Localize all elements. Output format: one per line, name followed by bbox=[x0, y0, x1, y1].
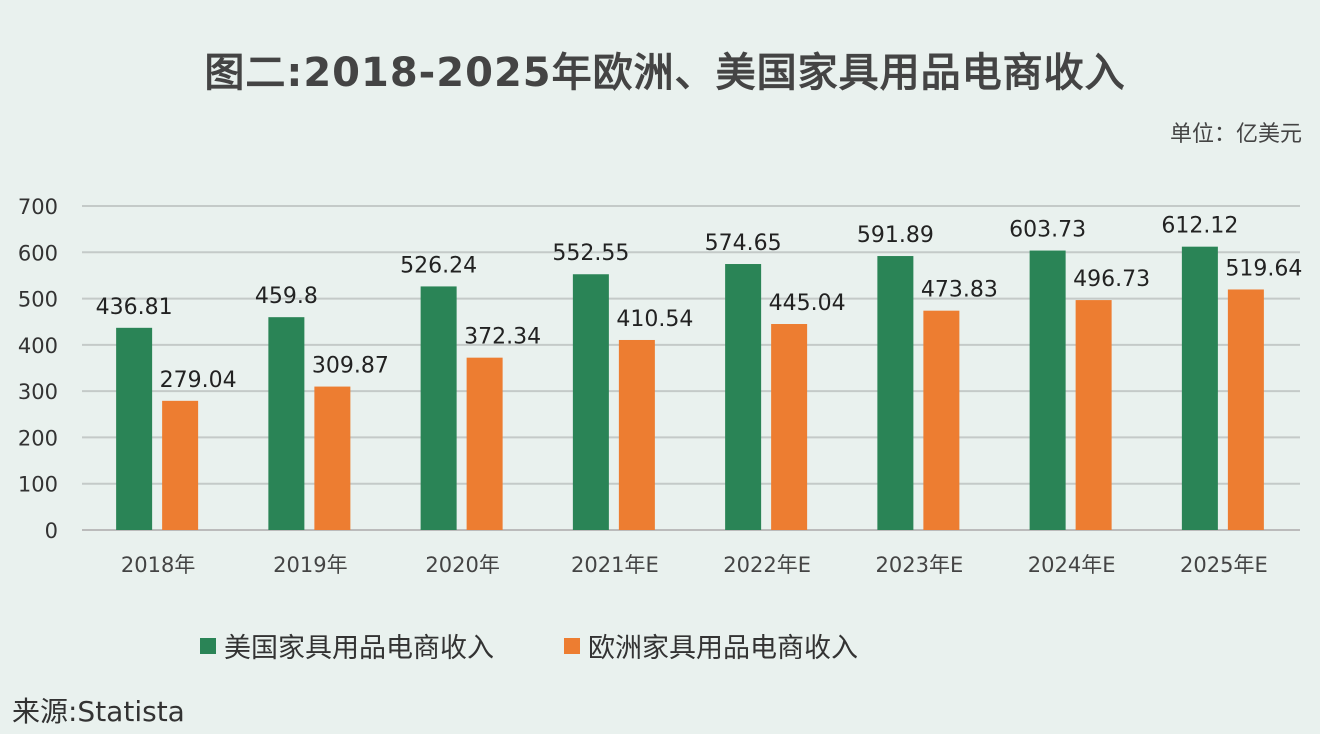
legend-label-us: 美国家具用品电商收入 bbox=[224, 633, 494, 664]
bar-us bbox=[268, 317, 305, 530]
data-label-us: 552.55 bbox=[552, 241, 629, 266]
legend-label-eu: 欧洲家具用品电商收入 bbox=[588, 633, 858, 664]
data-label-eu: 410.54 bbox=[616, 307, 693, 332]
bar-us bbox=[1181, 246, 1218, 530]
x-tick-label: 2025年E bbox=[1180, 553, 1268, 577]
x-tick-label: 2020年 bbox=[425, 553, 499, 577]
data-label-us: 612.12 bbox=[1161, 214, 1238, 239]
data-label-us: 603.73 bbox=[1009, 218, 1086, 243]
data-label-us: 459.8 bbox=[255, 284, 318, 309]
legend-item-us: 美国家具用品电商收入 bbox=[200, 626, 494, 665]
legend-item-eu: 欧洲家具用品电商收入 bbox=[564, 626, 858, 665]
data-label-eu: 496.73 bbox=[1073, 267, 1150, 292]
bar-eu bbox=[1075, 300, 1112, 530]
y-tick-label: 300 bbox=[18, 380, 58, 404]
bar-eu bbox=[618, 339, 655, 530]
data-label-us: 526.24 bbox=[400, 253, 477, 278]
x-tick-label: 2023年E bbox=[876, 553, 964, 577]
bar-eu bbox=[162, 400, 199, 530]
x-tick-label: 2021年E bbox=[571, 553, 659, 577]
source-note: 来源:Statista bbox=[12, 695, 185, 728]
data-label-eu: 445.04 bbox=[769, 291, 846, 316]
data-label-us: 436.81 bbox=[96, 295, 173, 320]
x-tick-label: 2022年E bbox=[723, 553, 811, 577]
x-tick-label: 2024年E bbox=[1028, 553, 1116, 577]
legend-swatch-us bbox=[200, 637, 216, 654]
legend: 美国家具用品电商收入 欧洲家具用品电商收入 bbox=[200, 626, 858, 665]
y-tick-label: 500 bbox=[18, 288, 58, 312]
bar-us bbox=[572, 274, 609, 530]
bar-us bbox=[116, 327, 153, 530]
data-label-us: 591.89 bbox=[857, 223, 934, 248]
data-label-us: 574.65 bbox=[705, 231, 782, 256]
data-label-eu: 519.64 bbox=[1225, 256, 1302, 281]
y-tick-label: 700 bbox=[18, 195, 58, 219]
bar-eu bbox=[923, 310, 960, 530]
legend-swatch-eu bbox=[564, 637, 580, 654]
bar-us bbox=[1029, 250, 1066, 530]
bar-eu bbox=[466, 357, 503, 530]
y-tick-label: 100 bbox=[18, 473, 58, 497]
y-tick-label: 200 bbox=[18, 426, 58, 450]
bar-us bbox=[877, 256, 914, 530]
y-tick-label: 0 bbox=[45, 519, 58, 543]
data-label-eu: 372.34 bbox=[464, 325, 541, 350]
chart-title: 图二:2018-2025年欧洲、美国家具用品电商收入 bbox=[204, 50, 1126, 96]
unit-label: 单位：亿美元 bbox=[1169, 122, 1302, 147]
data-label-eu: 473.83 bbox=[921, 278, 998, 303]
y-tick-label: 400 bbox=[18, 334, 58, 358]
x-tick-label: 2019年 bbox=[273, 553, 347, 577]
x-tick-label: 2018年 bbox=[121, 553, 195, 577]
bar-eu bbox=[1227, 289, 1264, 530]
bar-us bbox=[420, 286, 457, 530]
bar-us bbox=[725, 264, 762, 530]
bar-eu bbox=[314, 386, 351, 530]
y-tick-label: 600 bbox=[18, 241, 58, 265]
data-label-eu: 279.04 bbox=[160, 368, 237, 393]
data-label-eu: 309.87 bbox=[312, 354, 389, 379]
bar-eu bbox=[771, 324, 808, 530]
